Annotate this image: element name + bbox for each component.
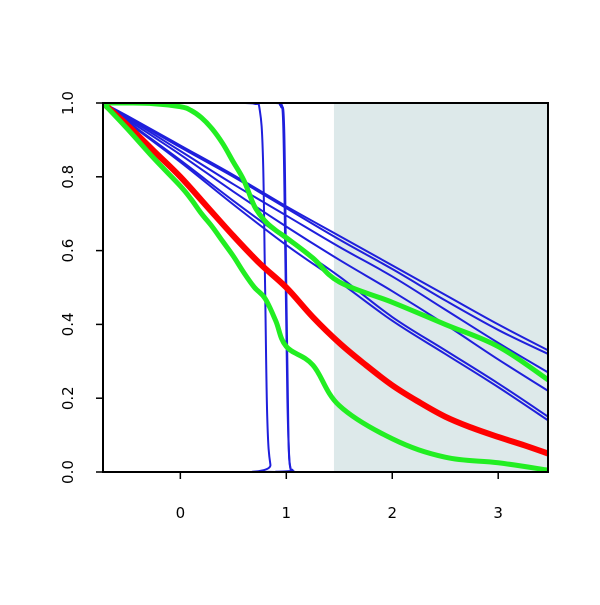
x-tick-label-0: 0 bbox=[176, 504, 186, 522]
series-line-blue-3 bbox=[103, 103, 548, 392]
series-line-green-11 bbox=[103, 103, 548, 383]
series-line-blue-0 bbox=[103, 103, 548, 355]
x-tick-label-2: 2 bbox=[387, 504, 397, 522]
y-tick-label-1: 0.2 bbox=[59, 386, 77, 410]
series-line-blue-2 bbox=[103, 103, 548, 374]
shaded-region bbox=[333, 103, 548, 472]
axes-layer: 0 1 2 3 0.0 0.2 0.4 0.6 0.8 1.0 bbox=[59, 91, 549, 522]
y-tick-label-0: 0.0 bbox=[59, 460, 77, 484]
y-tick-label-4: 0.8 bbox=[59, 165, 77, 189]
series-line-blue-5 bbox=[103, 103, 548, 422]
x-tick-label-1: 1 bbox=[282, 504, 292, 522]
series-line-blue-1 bbox=[103, 103, 548, 352]
series-line-red-9 bbox=[103, 103, 548, 457]
series-line-green-10 bbox=[103, 103, 548, 472]
y-tick-label-5: 1.0 bbox=[59, 91, 77, 115]
y-tick-label-2: 0.4 bbox=[59, 312, 77, 336]
x-tick-label-3: 3 bbox=[493, 504, 503, 522]
shaded-region-layer bbox=[333, 103, 548, 472]
y-tick-label-3: 0.6 bbox=[59, 239, 77, 263]
plot-frame bbox=[102, 102, 549, 473]
